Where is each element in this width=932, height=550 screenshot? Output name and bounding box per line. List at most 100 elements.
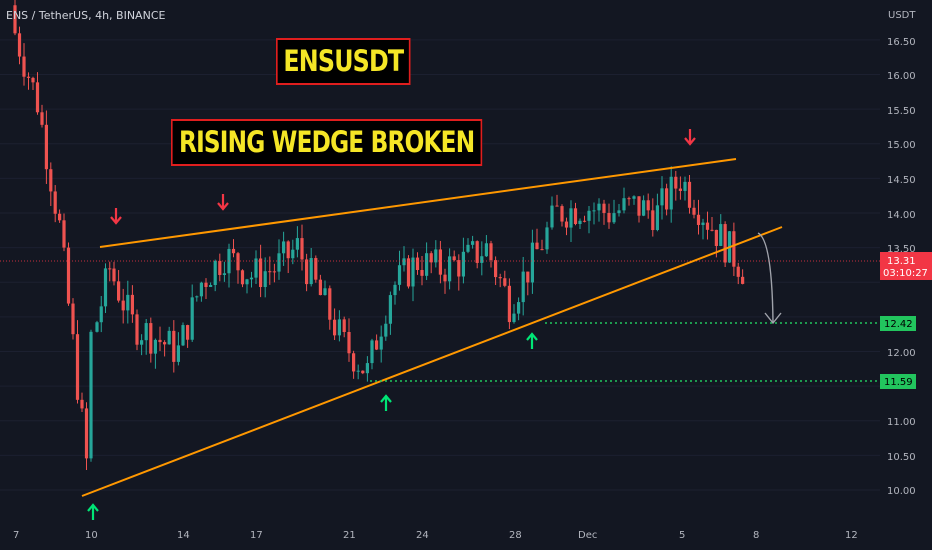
candle-bull [669,176,673,210]
candle-bear [420,270,424,276]
target-2-badge [880,374,916,389]
axis-currency-label: USDT [888,10,916,21]
price-tick-label: 14.00 [887,210,916,221]
wedge-support-line[interactable] [81,226,783,497]
arrow-up-icon [380,394,392,411]
price-tick-label: 10.50 [887,452,916,463]
candle-bull [517,302,521,314]
candle-bear [573,208,578,225]
candle-bull [402,258,406,266]
time-axis[interactable]: 7 10 14 17 21 24 28 Dec 5 8 12 [0,520,880,550]
candle-bear [44,124,48,170]
candle-bear [361,370,365,374]
price-tick-label: 13.50 [887,244,916,255]
candle-bull [617,210,621,214]
candle-bull [209,285,213,287]
candle-bear [268,271,272,273]
candle-bull [365,363,369,374]
chart-subtitle-box: RISING WEDGE BROKEN [171,119,483,166]
price-tick-label: 14.50 [887,175,916,186]
candle-bear [300,238,304,260]
candle-bear [443,274,447,282]
candle-bear [130,294,134,315]
candle-bear [710,229,714,231]
candle-bull [434,249,438,263]
candle-bear [22,56,26,77]
candle-bull [578,220,582,225]
candle-bear [429,253,433,263]
candle-bear [687,181,692,208]
candle-bear [259,258,263,288]
candle-bull [642,200,646,216]
target-2-value: 11.59 [884,377,913,388]
candle-bull [655,205,659,231]
candle-bear [172,330,176,362]
target-1-badge [880,316,916,331]
current-price-value: 13.31 [887,256,916,267]
candle-bear [31,77,35,83]
candle-bull [176,345,180,362]
candle-bear [108,268,112,270]
candle-bull [99,306,103,323]
candle-bear [452,256,456,261]
candle-bear [35,82,40,113]
candle-bear [705,222,710,230]
candle-bull [249,277,254,280]
candle-bull [126,294,130,311]
candle-bear [328,288,332,320]
candle-bull [213,260,217,286]
candle-bull [521,271,525,303]
candle-bull [167,330,171,345]
date-tick-label: 24 [416,530,429,541]
candle-bull [393,284,397,296]
arrow-down-icon [110,208,122,225]
candle-bear [84,408,89,459]
candle-bear [58,213,62,221]
candle-bear [149,323,153,354]
candle-bear [286,241,290,259]
candle-bull [356,370,360,372]
price-tick-label: 12.00 [887,348,916,359]
candle-bear [736,266,740,277]
candle-bear [602,203,606,213]
candle-bull [397,265,402,285]
candle-bull [701,222,705,225]
candle-bear [646,200,650,211]
price-tick-label: 15.00 [887,140,916,151]
candle-bear [53,191,57,214]
candle-bear [71,303,75,335]
candle-bear [352,353,356,372]
candle-bear [26,76,31,78]
wedge-resistance-line[interactable] [99,158,737,248]
candle-bull [545,227,549,250]
candle-bull [466,244,470,252]
candle-bull [291,249,295,259]
candle-bull [484,243,488,257]
price-tick-label: 15.50 [887,106,916,117]
candle-bull [195,296,199,298]
candle-bull [425,253,429,276]
candle-bear [342,319,346,332]
candle-bull [592,210,596,212]
candle-bull [227,248,231,274]
candle-bear [651,210,655,231]
candle-bear [204,282,208,287]
candle-bear [406,258,411,287]
candle-bull [587,210,591,221]
candle-bear [121,300,125,311]
chart-title-box: ENSUSDT [276,38,411,85]
projection-curve[interactable] [757,232,774,323]
candle-bull [95,322,99,332]
candle-bear [741,276,745,284]
date-tick-label: 5 [679,530,685,541]
candle-bear [333,319,337,336]
candle-bull [612,213,616,223]
price-tick-label: 11.00 [887,417,916,428]
grid-lines [0,39,880,491]
price-axis[interactable]: USDT 16.50 16.00 15.50 15.00 14.50 14.00… [880,0,932,520]
candle-bear [475,241,479,263]
candle-bear [526,271,530,283]
candle-bear [375,340,379,350]
candle-bull [569,208,573,228]
